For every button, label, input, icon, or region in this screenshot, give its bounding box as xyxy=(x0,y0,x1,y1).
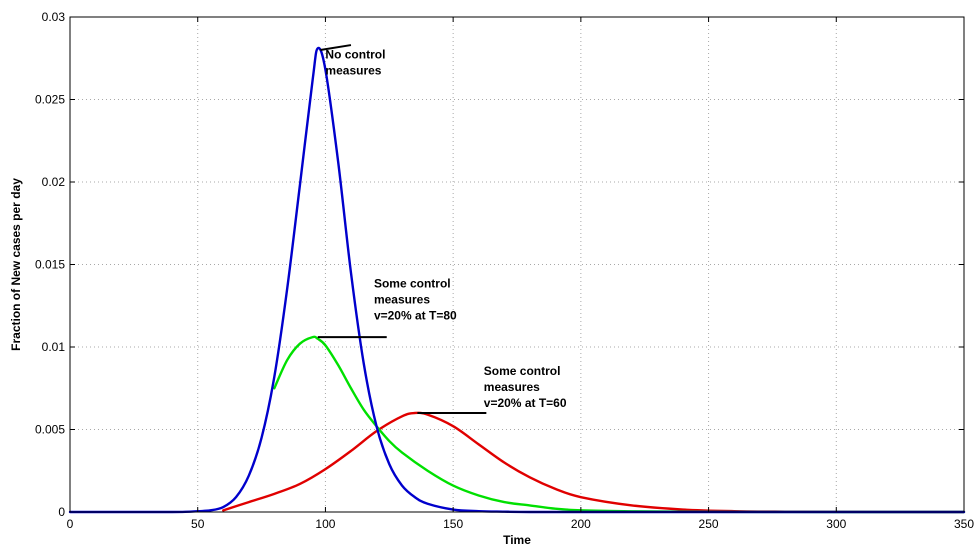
series-line-green xyxy=(273,335,966,514)
x-tick-label: 250 xyxy=(699,517,719,531)
annotation-line: Some control xyxy=(484,364,561,378)
annotation-line: Some control xyxy=(374,277,451,291)
x-tick-label: 350 xyxy=(954,517,974,531)
plot-frame xyxy=(69,16,965,513)
y-tick-label: 0.015 xyxy=(35,258,65,272)
x-tick-label: 50 xyxy=(191,517,205,531)
grid xyxy=(70,17,964,512)
y-tick-label: 0.005 xyxy=(35,423,65,437)
annotation-line: v=20% at T=60 xyxy=(484,396,567,410)
annotations: No control measures Some control measures v=… xyxy=(317,44,567,414)
annotation-label: Some control measures v=20% at T=60 xyxy=(484,364,567,410)
x-tick-label: 100 xyxy=(315,517,335,531)
x-tick-label: 150 xyxy=(443,517,463,531)
annotation-line: measures xyxy=(325,63,381,77)
y-axis-title: Fraction of New cases per day xyxy=(9,178,23,351)
series-line-blue xyxy=(68,46,966,514)
annotation-line: measures xyxy=(374,293,430,307)
y-tick-label: 0 xyxy=(58,505,65,519)
y-tick-label: 0.02 xyxy=(42,175,66,189)
annotation-label: No control measures xyxy=(325,47,385,77)
x-tick-label: 0 xyxy=(67,517,74,531)
y-tick-label: 0.01 xyxy=(42,340,66,354)
axis-ticks: 0 50 100 150 200 250 300 350 0 0.005 0.01 0.015 0.02… xyxy=(35,10,974,531)
series-line-red xyxy=(222,411,966,514)
x-tick-label: 200 xyxy=(571,517,591,531)
y-tick-label: 0.03 xyxy=(42,10,66,24)
series-lines xyxy=(68,46,966,514)
y-tick-label: 0.025 xyxy=(35,93,65,107)
annotation-label: Some control measures v=20% at T=80 xyxy=(374,277,457,323)
x-axis-title: Time xyxy=(503,533,531,547)
annotation-line: measures xyxy=(484,380,540,394)
annotation-line: No control xyxy=(325,47,385,61)
annotation-line: v=20% at T=80 xyxy=(374,309,457,323)
x-tick-label: 300 xyxy=(826,517,846,531)
annotation-leader-line xyxy=(320,44,352,51)
